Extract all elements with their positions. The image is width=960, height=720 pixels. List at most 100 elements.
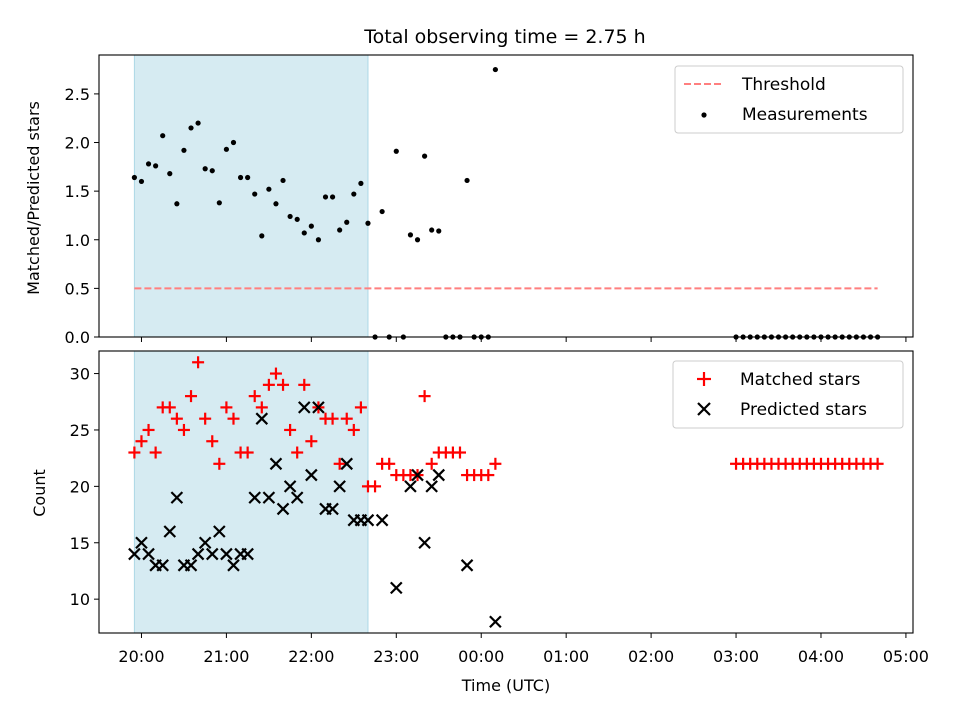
measurement-point [273, 201, 279, 207]
predicted-star-point [191, 547, 205, 561]
matched-star-point [369, 480, 382, 493]
observing-window [133, 350, 369, 634]
matched-star-point [206, 435, 219, 448]
x-tick-label: 00:00 [458, 647, 504, 666]
x-axis-label: Time (UTC) [461, 676, 550, 695]
measurement-point [160, 133, 166, 139]
matched-star-point [149, 446, 162, 459]
predicted-star-point [170, 491, 184, 504]
measurement-point [223, 146, 230, 152]
y-tick-label: 1.0 [65, 231, 90, 250]
measurement-point [266, 186, 272, 192]
predicted-star-point [489, 615, 502, 628]
predicted-star-point [262, 491, 276, 504]
measurement-point [464, 177, 470, 184]
matched-star-point [340, 412, 353, 425]
ratio-legend: Threshold Measurements [674, 65, 904, 134]
matched-star-point [262, 378, 275, 391]
legend-matched-label: Matched stars [740, 370, 860, 390]
count-legend: Matched stars Predicted stars [672, 360, 904, 429]
matched-star-point [489, 457, 502, 470]
predicted-star-point [198, 536, 212, 550]
x-tick-label: 05:00 [883, 647, 929, 666]
predicted-star-point [269, 457, 283, 471]
measurement-point [344, 219, 350, 225]
legend-measurements-swatch [701, 112, 707, 118]
matched-star-point [135, 435, 148, 448]
measurement-point [358, 180, 364, 186]
measurement-point [315, 237, 322, 243]
measurement-point [393, 148, 399, 154]
predicted-star-point [297, 401, 311, 414]
measurement-point [131, 174, 137, 181]
matched-star-point [199, 412, 212, 425]
matched-star-point [213, 457, 226, 470]
predicted-star-point [432, 468, 446, 482]
measurement-point [436, 228, 442, 234]
matched-star-point [277, 378, 290, 391]
y-tick-label: 20 [70, 477, 90, 496]
matched-star-point [326, 412, 339, 425]
legend-predicted-label: Predicted stars [740, 400, 867, 420]
measurement-points [131, 66, 881, 340]
y-tick-label: 30 [70, 365, 90, 384]
predicted-star-point [305, 468, 318, 482]
measurement-point [351, 191, 357, 197]
matched-star-point [220, 401, 233, 414]
ratio-panel: 0.0 0.5 1.0 1.5 2.0 2.5 Total observing time … [24, 26, 914, 347]
predicted-star-point [404, 480, 417, 493]
chart-title: Total observing time = 2.75 h [363, 26, 645, 48]
measurement-point [188, 125, 194, 131]
count-panel: 10 15 20 25 30 20:00 21:00 22:00 23:00 00:00 01:00… [30, 350, 929, 695]
y-tick-label: 2.5 [65, 85, 90, 104]
measurement-point [237, 174, 244, 181]
matched-star-point [128, 446, 141, 459]
matched-star-point [241, 446, 254, 459]
matched-star-point [354, 401, 367, 414]
matched-star-point [383, 457, 396, 470]
predicted-star-point [128, 547, 141, 561]
matched-star-point [298, 378, 311, 391]
measurement-point [414, 237, 421, 243]
predicted-star-point [312, 401, 325, 414]
matched-star-point [347, 423, 360, 436]
measurement-point [492, 66, 498, 73]
measurement-point [202, 166, 208, 172]
predicted-star-point [142, 547, 155, 561]
matched-star-point [170, 412, 183, 425]
measurement-point [337, 227, 343, 233]
count-axes: 10 15 20 25 30 20:00 21:00 22:00 23:00 00:00 01:00… [70, 350, 929, 666]
x-tick-label: 20:00 [118, 647, 164, 666]
measurement-point [280, 177, 286, 184]
x-tick-label: 21:00 [203, 647, 249, 666]
x-tick-label: 22:00 [288, 647, 334, 666]
predicted-star-point [333, 480, 346, 493]
y-tick-label: 1.5 [65, 182, 90, 201]
count-points [128, 356, 884, 628]
predicted-star-point [283, 480, 297, 493]
legend-matched-swatch [697, 372, 711, 386]
predicted-star-point [227, 559, 240, 572]
measurement-point [153, 163, 159, 169]
measurement-point [329, 194, 336, 200]
measurement-point [429, 227, 435, 233]
x-tick-label: 03:00 [713, 647, 759, 666]
predicted-star-point [326, 502, 339, 516]
measurement-point [181, 147, 187, 153]
predicted-star-point [205, 547, 219, 561]
y-tick-label: 10 [70, 590, 90, 609]
measurement-point [138, 178, 145, 185]
matched-star-point [305, 435, 318, 448]
legend-threshold-label: Threshold [741, 75, 826, 95]
matched-star-point [291, 446, 304, 459]
ratio-axes: 0.0 0.5 1.0 1.5 2.0 2.5 [65, 54, 914, 347]
measurement-point [322, 194, 329, 200]
predicted-star-point [460, 559, 474, 572]
measurement-point [259, 233, 265, 239]
predicted-star-point [184, 559, 198, 572]
legend-predicted-swatch [697, 402, 711, 416]
y-tick-label: 0.5 [65, 279, 90, 298]
predicted-star-point [135, 536, 148, 550]
matched-star-point [284, 423, 297, 436]
